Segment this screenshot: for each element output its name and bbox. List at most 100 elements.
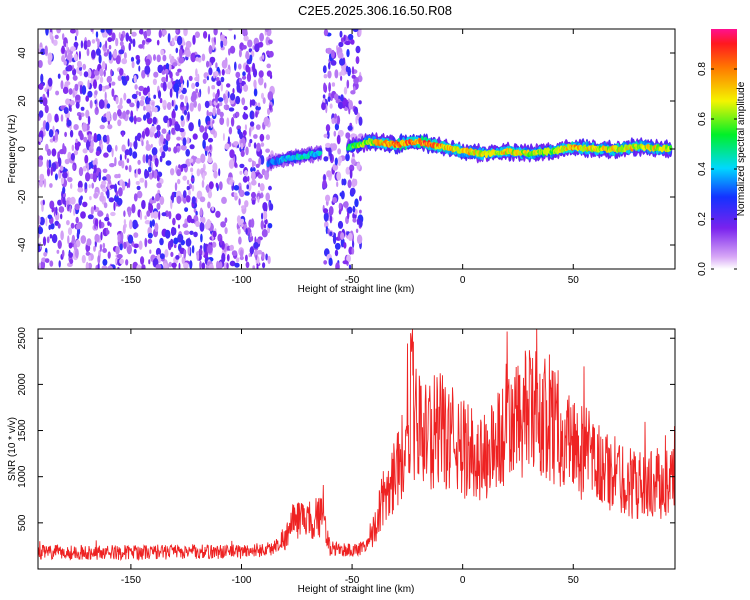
noise-mark xyxy=(342,178,347,186)
noise-mark xyxy=(153,54,156,61)
snr-panel: -150 -100 -50 0 50 500 1000 1500 2000 2500 Heigh… xyxy=(7,327,676,595)
noise-mark xyxy=(253,241,259,249)
noise-mark xyxy=(246,184,249,190)
noise-mark xyxy=(197,103,202,112)
noise-mark xyxy=(341,178,344,186)
noise-mark xyxy=(107,251,111,259)
noise-mark xyxy=(339,58,345,66)
noise-mark xyxy=(106,134,110,141)
noise-mark xyxy=(125,32,130,42)
noise-mark xyxy=(339,71,342,77)
noise-mark xyxy=(212,92,216,98)
noise-mark xyxy=(195,81,200,88)
noise-mark xyxy=(156,182,162,189)
noise-mark xyxy=(327,70,332,79)
noise-mark xyxy=(176,169,182,177)
noise-mark xyxy=(117,266,120,269)
noise-mark xyxy=(75,138,78,144)
noise-mark xyxy=(102,116,107,123)
spectrogram-signal-layer xyxy=(266,132,673,174)
noise-mark xyxy=(112,111,118,121)
noise-mark xyxy=(121,144,126,152)
noise-mark xyxy=(144,215,147,220)
noise-mark xyxy=(125,109,130,115)
noise-mark xyxy=(241,97,246,106)
noise-mark xyxy=(175,47,179,54)
noise-mark xyxy=(106,189,110,199)
noise-mark xyxy=(169,71,173,79)
noise-mark xyxy=(251,179,257,186)
noise-mark xyxy=(184,207,189,213)
noise-mark xyxy=(247,39,253,48)
noise-mark xyxy=(93,192,99,199)
noise-mark xyxy=(334,242,341,250)
noise-mark xyxy=(337,52,344,59)
noise-mark xyxy=(38,243,41,252)
y-tick-label: 1500 xyxy=(17,419,28,442)
noise-mark xyxy=(138,65,141,72)
noise-mark xyxy=(189,230,194,235)
noise-mark xyxy=(195,220,201,227)
noise-mark xyxy=(152,156,155,162)
noise-mark xyxy=(73,150,79,156)
noise-mark xyxy=(145,112,151,120)
noise-mark xyxy=(323,212,329,222)
noise-mark xyxy=(322,179,327,189)
noise-mark xyxy=(144,220,151,225)
noise-mark xyxy=(330,60,337,66)
noise-mark xyxy=(76,60,83,68)
noise-mark xyxy=(206,184,210,193)
snr-y-axis: 500 1000 1500 2000 2500 xyxy=(17,327,675,531)
noise-mark xyxy=(249,235,254,242)
noise-mark xyxy=(153,71,159,78)
noise-mark xyxy=(79,66,82,71)
noise-mark xyxy=(348,264,352,269)
noise-mark xyxy=(136,190,143,199)
noise-mark xyxy=(111,81,116,86)
noise-mark xyxy=(142,87,149,96)
noise-mark xyxy=(252,62,256,73)
noise-mark xyxy=(134,84,138,90)
noise-mark xyxy=(130,38,133,44)
noise-mark xyxy=(100,143,104,150)
noise-mark xyxy=(203,31,208,39)
x-tick-label: -150 xyxy=(121,275,141,286)
noise-mark xyxy=(154,222,159,232)
noise-mark xyxy=(136,100,140,109)
noise-mark xyxy=(212,41,215,51)
noise-mark xyxy=(226,83,231,88)
noise-mark xyxy=(81,85,87,95)
noise-mark xyxy=(267,91,274,101)
spectrogram-y-axis: -40 -20 0 20 40 xyxy=(17,47,675,252)
noise-mark xyxy=(208,181,214,190)
noise-mark xyxy=(269,203,274,211)
noise-mark xyxy=(68,88,73,95)
noise-mark xyxy=(155,159,159,168)
noise-mark xyxy=(339,192,342,197)
noise-mark xyxy=(43,178,47,188)
noise-mark xyxy=(201,53,206,62)
noise-mark xyxy=(186,136,190,145)
noise-mark xyxy=(176,35,183,46)
noise-mark xyxy=(202,250,205,257)
noise-mark xyxy=(165,160,172,166)
noise-mark xyxy=(177,68,182,73)
noise-mark xyxy=(253,134,258,139)
colorbar-tick-label: 0.8 xyxy=(697,62,708,76)
noise-mark xyxy=(186,195,191,203)
noise-mark xyxy=(138,44,144,49)
noise-mark xyxy=(216,260,220,269)
noise-mark xyxy=(358,100,362,105)
noise-mark xyxy=(139,99,145,107)
noise-mark xyxy=(80,106,85,111)
noise-mark xyxy=(225,68,230,75)
noise-mark xyxy=(255,163,260,168)
colorbar: 0.0 0.2 0.4 0.6 0.8 Normalized spectral ampl… xyxy=(697,29,747,276)
noise-mark xyxy=(348,100,354,110)
noise-mark xyxy=(264,218,268,225)
noise-mark xyxy=(350,187,356,196)
noise-mark xyxy=(244,170,249,176)
noise-mark xyxy=(344,40,351,46)
noise-mark xyxy=(340,94,344,102)
noise-mark xyxy=(38,262,41,269)
